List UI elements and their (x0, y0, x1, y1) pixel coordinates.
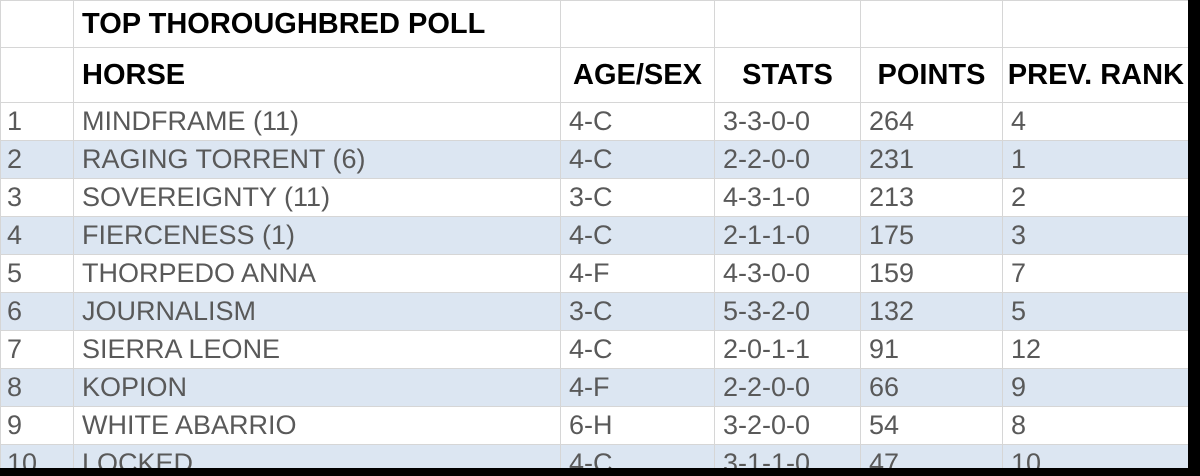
rank-cell: 4 (0, 216, 74, 255)
points-cell: 47 (860, 444, 1003, 468)
rank-cell: 3 (0, 178, 74, 217)
header-age-sex: AGE/SEX (560, 47, 715, 103)
stats-cell: 4-3-1-0 (714, 178, 861, 217)
stats-cell: 3-2-0-0 (714, 406, 861, 445)
rank-cell: 7 (0, 330, 74, 369)
stats-cell: 3-1-1-0 (714, 444, 861, 468)
blank-cell (0, 0, 74, 48)
header-row: HORSE AGE/SEX STATS POINTS PREV. RANK (0, 47, 1188, 103)
horse-cell: MINDFRAME (11) (73, 102, 561, 141)
rank-cell: 1 (0, 102, 74, 141)
horse-cell: FIERCENESS (1) (73, 216, 561, 255)
prev-rank-cell: 1 (1002, 140, 1188, 179)
table-row: 2 RAGING TORRENT (6) 4-C 2-2-0-0 231 1 (0, 140, 1188, 179)
stats-cell: 2-2-0-0 (714, 140, 861, 179)
age-sex-cell: 4-C (560, 330, 715, 369)
poll-sheet: TOP THOROUGHBRED POLL HORSE AGE/SEX STAT… (0, 0, 1188, 468)
age-sex-cell: 3-C (560, 292, 715, 331)
poll-title: TOP THOROUGHBRED POLL (73, 0, 561, 48)
horse-cell: THORPEDO ANNA (73, 254, 561, 293)
age-sex-cell: 4-C (560, 102, 715, 141)
table-row: 9 WHITE ABARRIO 6-H 3-2-0-0 54 8 (0, 406, 1188, 445)
prev-rank-cell: 3 (1002, 216, 1188, 255)
horse-cell: JOURNALISM (73, 292, 561, 331)
table-row: 8 KOPION 4-F 2-2-0-0 66 9 (0, 368, 1188, 407)
table-row: 7 SIERRA LEONE 4-C 2-0-1-1 91 12 (0, 330, 1188, 369)
header-horse: HORSE (73, 47, 561, 103)
points-cell: 54 (860, 406, 1003, 445)
age-sex-cell: 4-C (560, 216, 715, 255)
header-prev-rank: PREV. RANK (1002, 47, 1188, 103)
stats-cell: 2-1-1-0 (714, 216, 861, 255)
prev-rank-cell: 4 (1002, 102, 1188, 141)
prev-rank-cell: 5 (1002, 292, 1188, 331)
points-cell: 91 (860, 330, 1003, 369)
table-row: 5 THORPEDO ANNA 4-F 4-3-0-0 159 7 (0, 254, 1188, 293)
rank-cell: 10 (0, 444, 74, 468)
points-cell: 264 (860, 102, 1003, 141)
age-sex-cell: 4-C (560, 444, 715, 468)
age-sex-cell: 3-C (560, 178, 715, 217)
stats-cell: 3-3-0-0 (714, 102, 861, 141)
horse-cell: SOVEREIGNTY (11) (73, 178, 561, 217)
horse-cell: WHITE ABARRIO (73, 406, 561, 445)
stats-cell: 2-2-0-0 (714, 368, 861, 407)
blank-cell (1002, 0, 1188, 48)
age-sex-cell: 4-C (560, 140, 715, 179)
table-row: 10 LOCKED 4-C 3-1-1-0 47 10 (0, 444, 1188, 468)
blank-cell (714, 0, 861, 48)
points-cell: 132 (860, 292, 1003, 331)
horse-cell: SIERRA LEONE (73, 330, 561, 369)
poll-table: TOP THOROUGHBRED POLL HORSE AGE/SEX STAT… (0, 0, 1188, 468)
prev-rank-cell: 12 (1002, 330, 1188, 369)
stats-cell: 4-3-0-0 (714, 254, 861, 293)
title-row: TOP THOROUGHBRED POLL (0, 0, 1188, 48)
horse-cell: RAGING TORRENT (6) (73, 140, 561, 179)
age-sex-cell: 4-F (560, 368, 715, 407)
points-cell: 66 (860, 368, 1003, 407)
points-cell: 213 (860, 178, 1003, 217)
points-cell: 231 (860, 140, 1003, 179)
header-stats: STATS (714, 47, 861, 103)
stats-cell: 5-3-2-0 (714, 292, 861, 331)
points-cell: 175 (860, 216, 1003, 255)
rank-cell: 8 (0, 368, 74, 407)
rank-cell: 5 (0, 254, 74, 293)
table-row: 1 MINDFRAME (11) 4-C 3-3-0-0 264 4 (0, 102, 1188, 141)
age-sex-cell: 4-F (560, 254, 715, 293)
horse-cell: KOPION (73, 368, 561, 407)
prev-rank-cell: 8 (1002, 406, 1188, 445)
rank-cell: 6 (0, 292, 74, 331)
stats-cell: 2-0-1-1 (714, 330, 861, 369)
blank-cell (0, 47, 74, 103)
points-cell: 159 (860, 254, 1003, 293)
prev-rank-cell: 10 (1002, 444, 1188, 468)
age-sex-cell: 6-H (560, 406, 715, 445)
horse-cell: LOCKED (73, 444, 561, 468)
header-points: POINTS (860, 47, 1003, 103)
table-row: 6 JOURNALISM 3-C 5-3-2-0 132 5 (0, 292, 1188, 331)
rank-cell: 2 (0, 140, 74, 179)
prev-rank-cell: 7 (1002, 254, 1188, 293)
prev-rank-cell: 9 (1002, 368, 1188, 407)
prev-rank-cell: 2 (1002, 178, 1188, 217)
rank-cell: 9 (0, 406, 74, 445)
blank-cell (860, 0, 1003, 48)
table-row: 4 FIERCENESS (1) 4-C 2-1-1-0 175 3 (0, 216, 1188, 255)
table-row: 3 SOVEREIGNTY (11) 3-C 4-3-1-0 213 2 (0, 178, 1188, 217)
blank-cell (560, 0, 715, 48)
